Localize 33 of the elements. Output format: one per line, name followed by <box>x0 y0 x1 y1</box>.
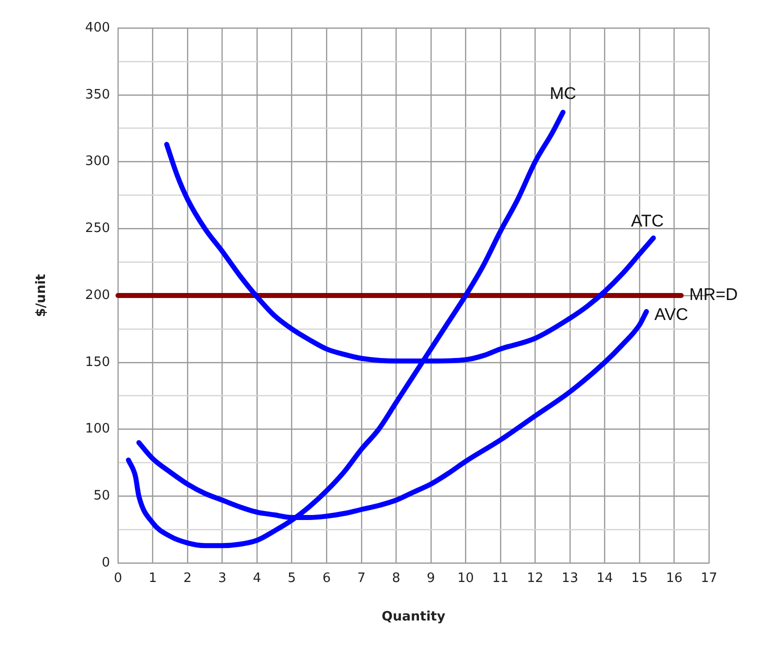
x-tick-label: 0 <box>114 571 122 586</box>
series-label: MC <box>550 84 576 103</box>
y-tick-label: 300 <box>85 154 110 170</box>
x-tick-label: 6 <box>322 571 331 586</box>
x-tick-label: 4 <box>252 571 262 586</box>
y-tick-label: 400 <box>85 20 110 36</box>
x-tick-label: 2 <box>183 571 192 586</box>
x-tick-label: 16 <box>666 571 683 586</box>
y-axis-title: $/unit <box>34 274 50 317</box>
y-tick-label: 50 <box>93 488 110 504</box>
x-tick-label: 11 <box>492 571 509 586</box>
y-tick-label: 250 <box>85 221 110 236</box>
x-tick-label: 9 <box>426 571 436 586</box>
y-tick-label: 0 <box>102 555 110 570</box>
x-axis-title: Quantity <box>382 610 446 625</box>
x-tick-label: 17 <box>700 571 718 586</box>
x-tick-label: 7 <box>357 571 366 586</box>
x-tick-label: 1 <box>148 571 157 586</box>
x-tick-label: 10 <box>457 571 474 586</box>
y-tick-label: 350 <box>85 87 110 102</box>
x-tick-label: 8 <box>392 571 400 586</box>
x-tick-label: 14 <box>596 571 613 586</box>
y-tick-label: 100 <box>85 422 110 437</box>
series-label: ATC <box>631 212 664 231</box>
x-tick-label: 3 <box>218 571 226 586</box>
y-tick-label: 200 <box>85 288 110 303</box>
series-label: AVC <box>654 305 688 324</box>
x-tick-label: 15 <box>631 571 648 586</box>
series-label: MR=D <box>689 285 738 304</box>
x-tick-label: 5 <box>288 571 296 586</box>
x-tick-label: 12 <box>526 571 544 586</box>
y-tick-label: 150 <box>85 354 110 370</box>
x-tick-label: 13 <box>562 571 578 586</box>
